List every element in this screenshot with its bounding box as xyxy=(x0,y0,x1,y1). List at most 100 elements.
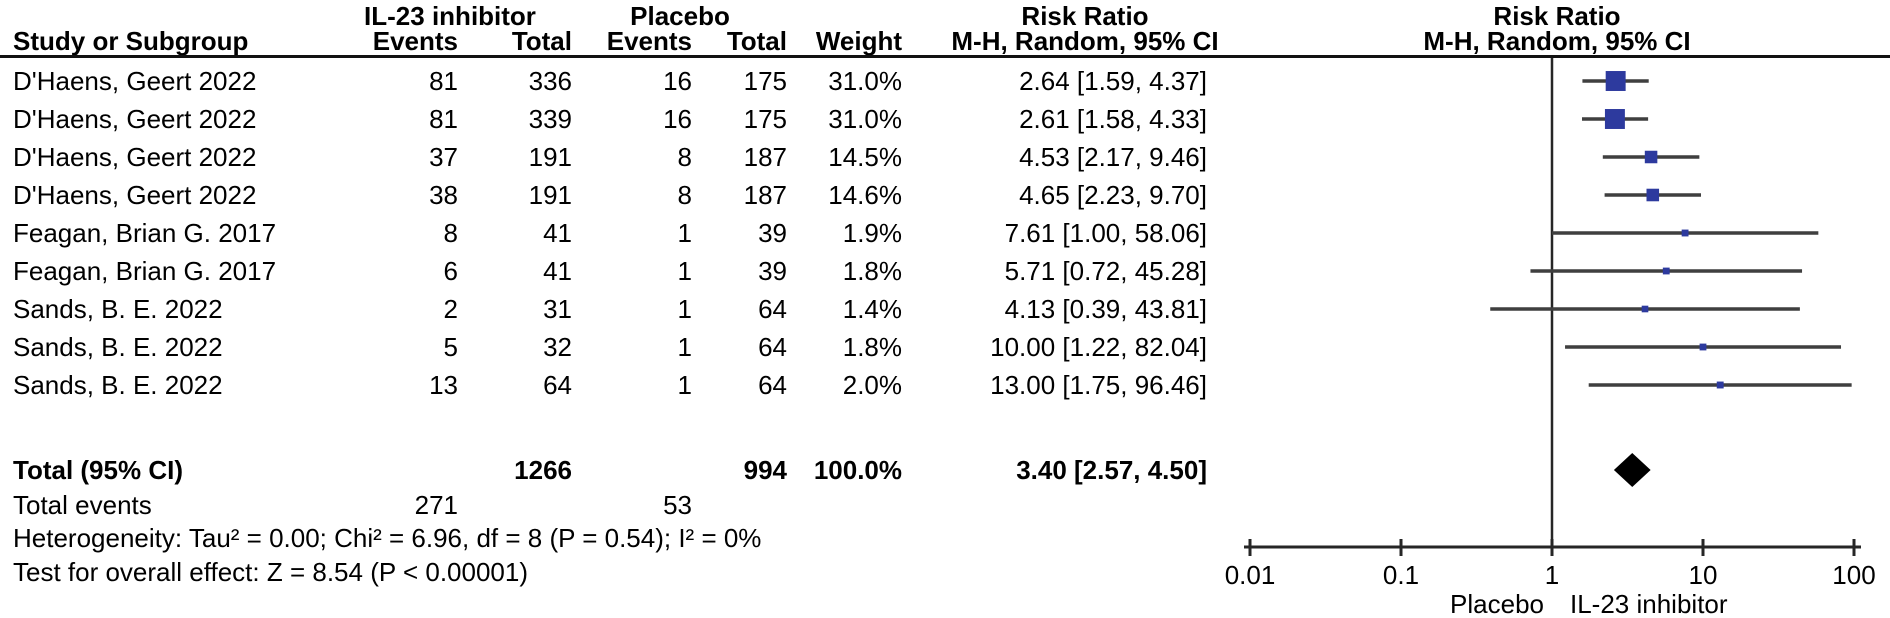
total-risk-ratio-ci: 3.40 [2.57, 4.50] xyxy=(1016,455,1207,485)
treatment-total-column-header: Total xyxy=(511,26,572,56)
effect-square xyxy=(1644,150,1658,164)
study-column-header: Study or Subgroup xyxy=(13,26,249,56)
placebo-events: 16 xyxy=(663,66,692,96)
axis-right-label: IL-23 inhibitor xyxy=(1570,589,1728,618)
risk-ratio-ci: 2.64 [1.59, 4.37] xyxy=(1019,66,1207,96)
treatment-events: 6 xyxy=(443,256,458,286)
weight-value: 2.0% xyxy=(842,370,902,400)
risk-ratio-ci: 4.13 [0.39, 43.81] xyxy=(1004,294,1207,324)
placebo-events: 8 xyxy=(677,142,692,172)
study-row: Feagan, Brian G. 2017 6 41 1 39 1.8% 5.7… xyxy=(0,252,1260,290)
weight-value: 1.8% xyxy=(842,332,902,362)
treatment-events: 5 xyxy=(443,332,458,362)
total-events-label: Total events xyxy=(13,490,152,520)
effect-square xyxy=(1699,343,1707,351)
study-row: Sands, B. E. 2022 5 32 1 64 1.8% 10.00 [… xyxy=(0,328,1260,366)
treatment-total: 32 xyxy=(543,332,572,362)
axis-left-label: Placebo xyxy=(1450,589,1544,618)
study-label: Feagan, Brian G. 2017 xyxy=(13,218,277,248)
total-row: Total (95% CI) 1266 994 100.0% 3.40 [2.5… xyxy=(0,451,1260,489)
effect-square xyxy=(1605,71,1626,91)
treatment-total: 339 xyxy=(528,104,572,134)
study-label: Sands, B. E. 2022 xyxy=(13,332,223,362)
placebo-total: 64 xyxy=(758,370,787,400)
placebo-total: 64 xyxy=(758,332,787,362)
placebo-events: 1 xyxy=(677,294,692,324)
weight-value: 1.8% xyxy=(842,256,902,286)
risk-ratio-ci: 4.53 [2.17, 9.46] xyxy=(1019,142,1207,172)
risk-ratio-ci: 4.65 [2.23, 9.70] xyxy=(1019,180,1207,210)
weight-value: 14.6% xyxy=(828,180,902,210)
study-label: Feagan, Brian G. 2017 xyxy=(13,256,277,286)
treatment-total: 41 xyxy=(543,218,572,248)
effect-square xyxy=(1646,188,1660,202)
axis-tick-label: 10 xyxy=(1689,560,1718,590)
treatment-events: 81 xyxy=(429,104,458,134)
treatment-total: 191 xyxy=(528,142,572,172)
axis-tick-label: 1 xyxy=(1545,560,1559,590)
placebo-total: 64 xyxy=(758,294,787,324)
total-events-treatment-value: 271 xyxy=(414,490,458,520)
heterogeneity-stats: Heterogeneity: Tau² = 0.00; Chi² = 6.96,… xyxy=(13,523,762,553)
treatment-total: 191 xyxy=(528,180,572,210)
axis-tick-label: 100 xyxy=(1832,560,1875,590)
weight-value: 31.0% xyxy=(828,104,902,134)
placebo-total: 187 xyxy=(743,142,787,172)
treatment-events: 37 xyxy=(429,142,458,172)
treatment-total: 336 xyxy=(528,66,572,96)
weight-value: 31.0% xyxy=(828,66,902,96)
risk-ratio-ci: 7.61 [1.00, 58.06] xyxy=(1004,218,1207,248)
group-header-placebo: Placebo xyxy=(630,1,730,31)
effect-square xyxy=(1681,229,1689,237)
total-weight: 100.0% xyxy=(813,455,902,485)
effect-square xyxy=(1716,381,1724,389)
total-label: Total (95% CI) xyxy=(13,455,183,485)
effect-square xyxy=(1604,109,1625,129)
placebo-total: 39 xyxy=(758,218,787,248)
study-label: D'Haens, Geert 2022 xyxy=(13,142,257,172)
mh-random-ci-text-header: M-H, Random, 95% CI xyxy=(951,26,1219,56)
study-row: D'Haens, Geert 2022 38 191 8 187 14.6% 4… xyxy=(0,176,1260,214)
effect-square xyxy=(1641,305,1649,313)
effect-square xyxy=(1662,267,1670,275)
treatment-events: 13 xyxy=(429,370,458,400)
study-label: D'Haens, Geert 2022 xyxy=(13,66,257,96)
placebo-total-column-header: Total xyxy=(726,26,787,56)
mh-random-ci-plot-header: M-H, Random, 95% CI xyxy=(1423,26,1691,56)
study-row: D'Haens, Geert 2022 37 191 8 187 14.5% 4… xyxy=(0,138,1260,176)
total-placebo-n: 994 xyxy=(743,455,787,485)
study-label: Sands, B. E. 2022 xyxy=(13,370,223,400)
study-label: D'Haens, Geert 2022 xyxy=(13,180,257,210)
study-label: D'Haens, Geert 2022 xyxy=(13,104,257,134)
treatment-total: 41 xyxy=(543,256,572,286)
risk-ratio-text-column-title: Risk Ratio xyxy=(1021,1,1149,31)
placebo-events: 1 xyxy=(677,332,692,362)
risk-ratio-ci: 2.61 [1.58, 4.33] xyxy=(1019,104,1207,134)
study-row: D'Haens, Geert 2022 81 339 16 175 31.0% … xyxy=(0,100,1260,138)
group-header-treatment: IL-23 inhibitor xyxy=(364,1,536,31)
total-events-row: Total events 271 53 xyxy=(0,486,1260,524)
axis-tick-label: 0.1 xyxy=(1383,560,1419,590)
placebo-total: 187 xyxy=(743,180,787,210)
treatment-total: 31 xyxy=(543,294,572,324)
placebo-total: 175 xyxy=(743,104,787,134)
weight-value: 14.5% xyxy=(828,142,902,172)
study-label: Sands, B. E. 2022 xyxy=(13,294,223,324)
total-treatment-n: 1266 xyxy=(514,455,572,485)
study-row: Sands, B. E. 2022 2 31 1 64 1.4% 4.13 [0… xyxy=(0,290,1260,328)
treatment-events: 81 xyxy=(429,66,458,96)
treatment-events-column-header: Events xyxy=(372,26,458,56)
treatment-total: 64 xyxy=(543,370,572,400)
placebo-total: 39 xyxy=(758,256,787,286)
placebo-events: 1 xyxy=(677,218,692,248)
treatment-events: 38 xyxy=(429,180,458,210)
placebo-total: 175 xyxy=(743,66,787,96)
placebo-events: 1 xyxy=(677,370,692,400)
risk-ratio-ci: 5.71 [0.72, 45.28] xyxy=(1004,256,1207,286)
risk-ratio-ci: 10.00 [1.22, 82.04] xyxy=(990,332,1207,362)
placebo-events-column-header: Events xyxy=(606,26,692,56)
axis-tick-label: 0.01 xyxy=(1225,560,1276,590)
placebo-events: 1 xyxy=(677,256,692,286)
risk-ratio-plot-column-title: Risk Ratio xyxy=(1493,1,1621,31)
pooled-diamond xyxy=(1613,453,1651,487)
